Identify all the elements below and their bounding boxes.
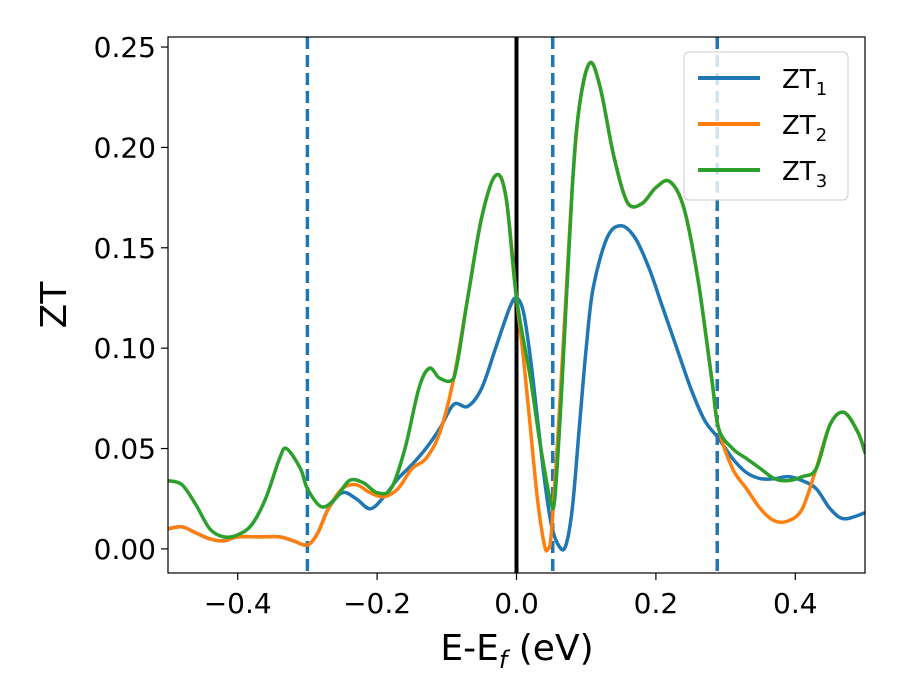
y-axis-label: ZT: [34, 281, 75, 329]
x-axis-label-unit: (eV): [507, 628, 593, 669]
x-axis-label: E-Ef (eV): [440, 628, 593, 674]
legend-label-subscript: 3: [816, 171, 827, 192]
y-tick-label: 0.20: [94, 131, 156, 164]
legend-label-main: ZT: [782, 111, 816, 141]
x-axis-ticks: −0.4 −0.2 0.0 0.2 0.4: [204, 573, 818, 620]
y-tick-label: 0.05: [94, 433, 156, 466]
x-tick-label: 0.4: [773, 587, 818, 620]
series-line-zt2: [168, 60, 865, 553]
legend-label-zt1: ZT1: [782, 65, 827, 100]
x-tick-label: 0.0: [494, 587, 539, 620]
legend-label-subscript: 1: [816, 79, 827, 100]
y-axis-ticks: 0.00 0.05 0.10 0.15 0.20 0.25: [94, 31, 168, 566]
legend-label-zt3: ZT3: [782, 157, 827, 192]
legend-label-main: ZT: [782, 157, 816, 187]
y-tick-label: 0.25: [94, 31, 156, 64]
x-tick-label: −0.2: [343, 587, 411, 620]
x-tick-label: −0.4: [204, 587, 272, 620]
legend-label-main: ZT: [782, 65, 816, 95]
x-axis-label-main: E-E: [440, 628, 498, 669]
legend-label-zt2: ZT2: [782, 111, 827, 146]
y-tick-label: 0.10: [94, 332, 156, 365]
x-tick-label: 0.2: [634, 587, 679, 620]
series-lines: [168, 60, 865, 553]
series-line-zt3: [168, 60, 865, 540]
y-tick-label: 0.00: [94, 533, 156, 566]
legend-frame: [683, 51, 849, 201]
legend-label-subscript: 2: [816, 125, 827, 146]
y-tick-label: 0.15: [94, 232, 156, 265]
